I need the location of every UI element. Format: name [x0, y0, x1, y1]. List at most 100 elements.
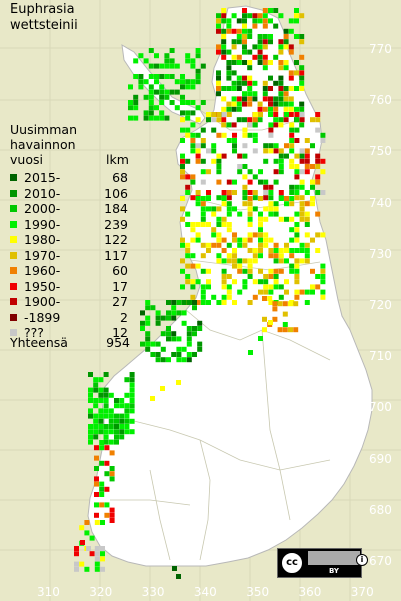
- observation-cell: [299, 65, 305, 71]
- observation-cell: [252, 80, 258, 86]
- legend-row: 2015- 68: [10, 170, 140, 186]
- observation-cell: [294, 274, 300, 279]
- observation-cell: [299, 211, 305, 217]
- observation-cell: [206, 196, 211, 201]
- observation-cell: [226, 211, 232, 217]
- observation-cell: [252, 122, 258, 128]
- observation-cell: [166, 336, 171, 342]
- observation-cell: [171, 300, 177, 305]
- observation-cell: [273, 242, 279, 248]
- observation-cell: [195, 143, 201, 149]
- observation-cell: [268, 8, 273, 13]
- observation-cell: [221, 258, 227, 264]
- x-axis-label: 310: [37, 585, 60, 599]
- observation-cell: [258, 169, 263, 175]
- observation-cell: [226, 60, 232, 65]
- observation-cell: [200, 196, 206, 201]
- observation-cell: [263, 284, 269, 290]
- observation-cell: [114, 403, 119, 409]
- observation-cell: [262, 86, 268, 91]
- observation-cell: [273, 80, 279, 86]
- observation-cell: [277, 301, 283, 307]
- observation-cell: [143, 110, 149, 116]
- observation-cell: [226, 86, 232, 91]
- observation-cell: [268, 253, 274, 259]
- legend-heading: Uusimman havainnon vuosi lkm: [10, 122, 130, 167]
- observation-cell: [263, 143, 269, 149]
- observation-cell: [93, 403, 99, 409]
- observation-cell: [180, 79, 185, 85]
- observation-cell: [195, 201, 201, 207]
- observation-cell: [294, 13, 299, 19]
- observation-cell: [88, 429, 93, 435]
- legend-swatch: [10, 236, 17, 243]
- observation-cell: [252, 148, 258, 154]
- observation-cell: [103, 398, 109, 403]
- observation-cell: [294, 60, 299, 65]
- y-axis-label: 710: [369, 349, 392, 364]
- observation-cell: [150, 341, 156, 347]
- observation-cell: [186, 300, 192, 305]
- observation-cell: [252, 253, 258, 259]
- observation-cell: [242, 190, 248, 195]
- observation-cell: [268, 60, 273, 65]
- observation-cell: [216, 153, 222, 159]
- observation-cell: [262, 54, 268, 60]
- observation-cell: [304, 232, 310, 238]
- observation-cell: [288, 86, 294, 91]
- observation-cell: [258, 196, 263, 201]
- observation-cell: [171, 336, 177, 342]
- legend-label: 2015-: [24, 170, 61, 185]
- observation-cell: [93, 398, 99, 403]
- observation-cell: [282, 311, 288, 317]
- observation-cell: [282, 327, 288, 333]
- observation-cell: [310, 201, 315, 207]
- observation-cell: [148, 84, 154, 90]
- observation-cell: [159, 89, 165, 95]
- observation-cell: [294, 222, 300, 227]
- observation-cell: [181, 346, 187, 352]
- observation-cell: [304, 248, 310, 253]
- observation-cell: [294, 263, 300, 269]
- observation-cell: [74, 546, 79, 551]
- species-title-line-1: Euphrasia: [10, 2, 75, 17]
- observation-cell: [284, 248, 289, 253]
- legend-swatch: [10, 313, 17, 321]
- observation-cell: [180, 206, 185, 212]
- observation-cell: [299, 34, 305, 39]
- observation-cell: [100, 566, 105, 572]
- observation-cell: [247, 211, 253, 217]
- observation-cell: [221, 201, 227, 207]
- observation-cell: [109, 471, 115, 477]
- observation-cell: [195, 158, 201, 164]
- observation-cell: [237, 164, 243, 169]
- observation-cell: [252, 117, 258, 123]
- observation-cell: [294, 227, 300, 233]
- observation-cell: [247, 34, 253, 39]
- observation-cell: [164, 58, 170, 64]
- observation-cell: [200, 158, 206, 164]
- observation-cell: [221, 8, 227, 13]
- observation-cell: [242, 60, 247, 65]
- observation-cell: [104, 502, 110, 508]
- observation-cell: [289, 248, 295, 253]
- legend-total: Yhteensä 954: [10, 335, 130, 350]
- observation-cell: [247, 28, 253, 34]
- observation-cell: [273, 112, 279, 117]
- observation-cell: [226, 49, 232, 55]
- observation-cell: [124, 418, 130, 424]
- observation-cell: [195, 232, 201, 238]
- observation-cell: [299, 39, 305, 45]
- cc-by-license-badge[interactable]: cc i BY: [277, 548, 368, 578]
- observation-cell: [320, 190, 326, 195]
- observation-cell: [211, 148, 217, 154]
- legend-label: 2010-: [24, 185, 61, 201]
- y-axis-label: 760: [369, 93, 392, 108]
- observation-cell: [299, 13, 305, 19]
- observation-cell: [232, 132, 237, 138]
- observation-cell: [171, 315, 177, 321]
- observation-cell: [268, 211, 274, 217]
- observation-cell: [216, 91, 221, 97]
- observation-cell: [164, 74, 170, 79]
